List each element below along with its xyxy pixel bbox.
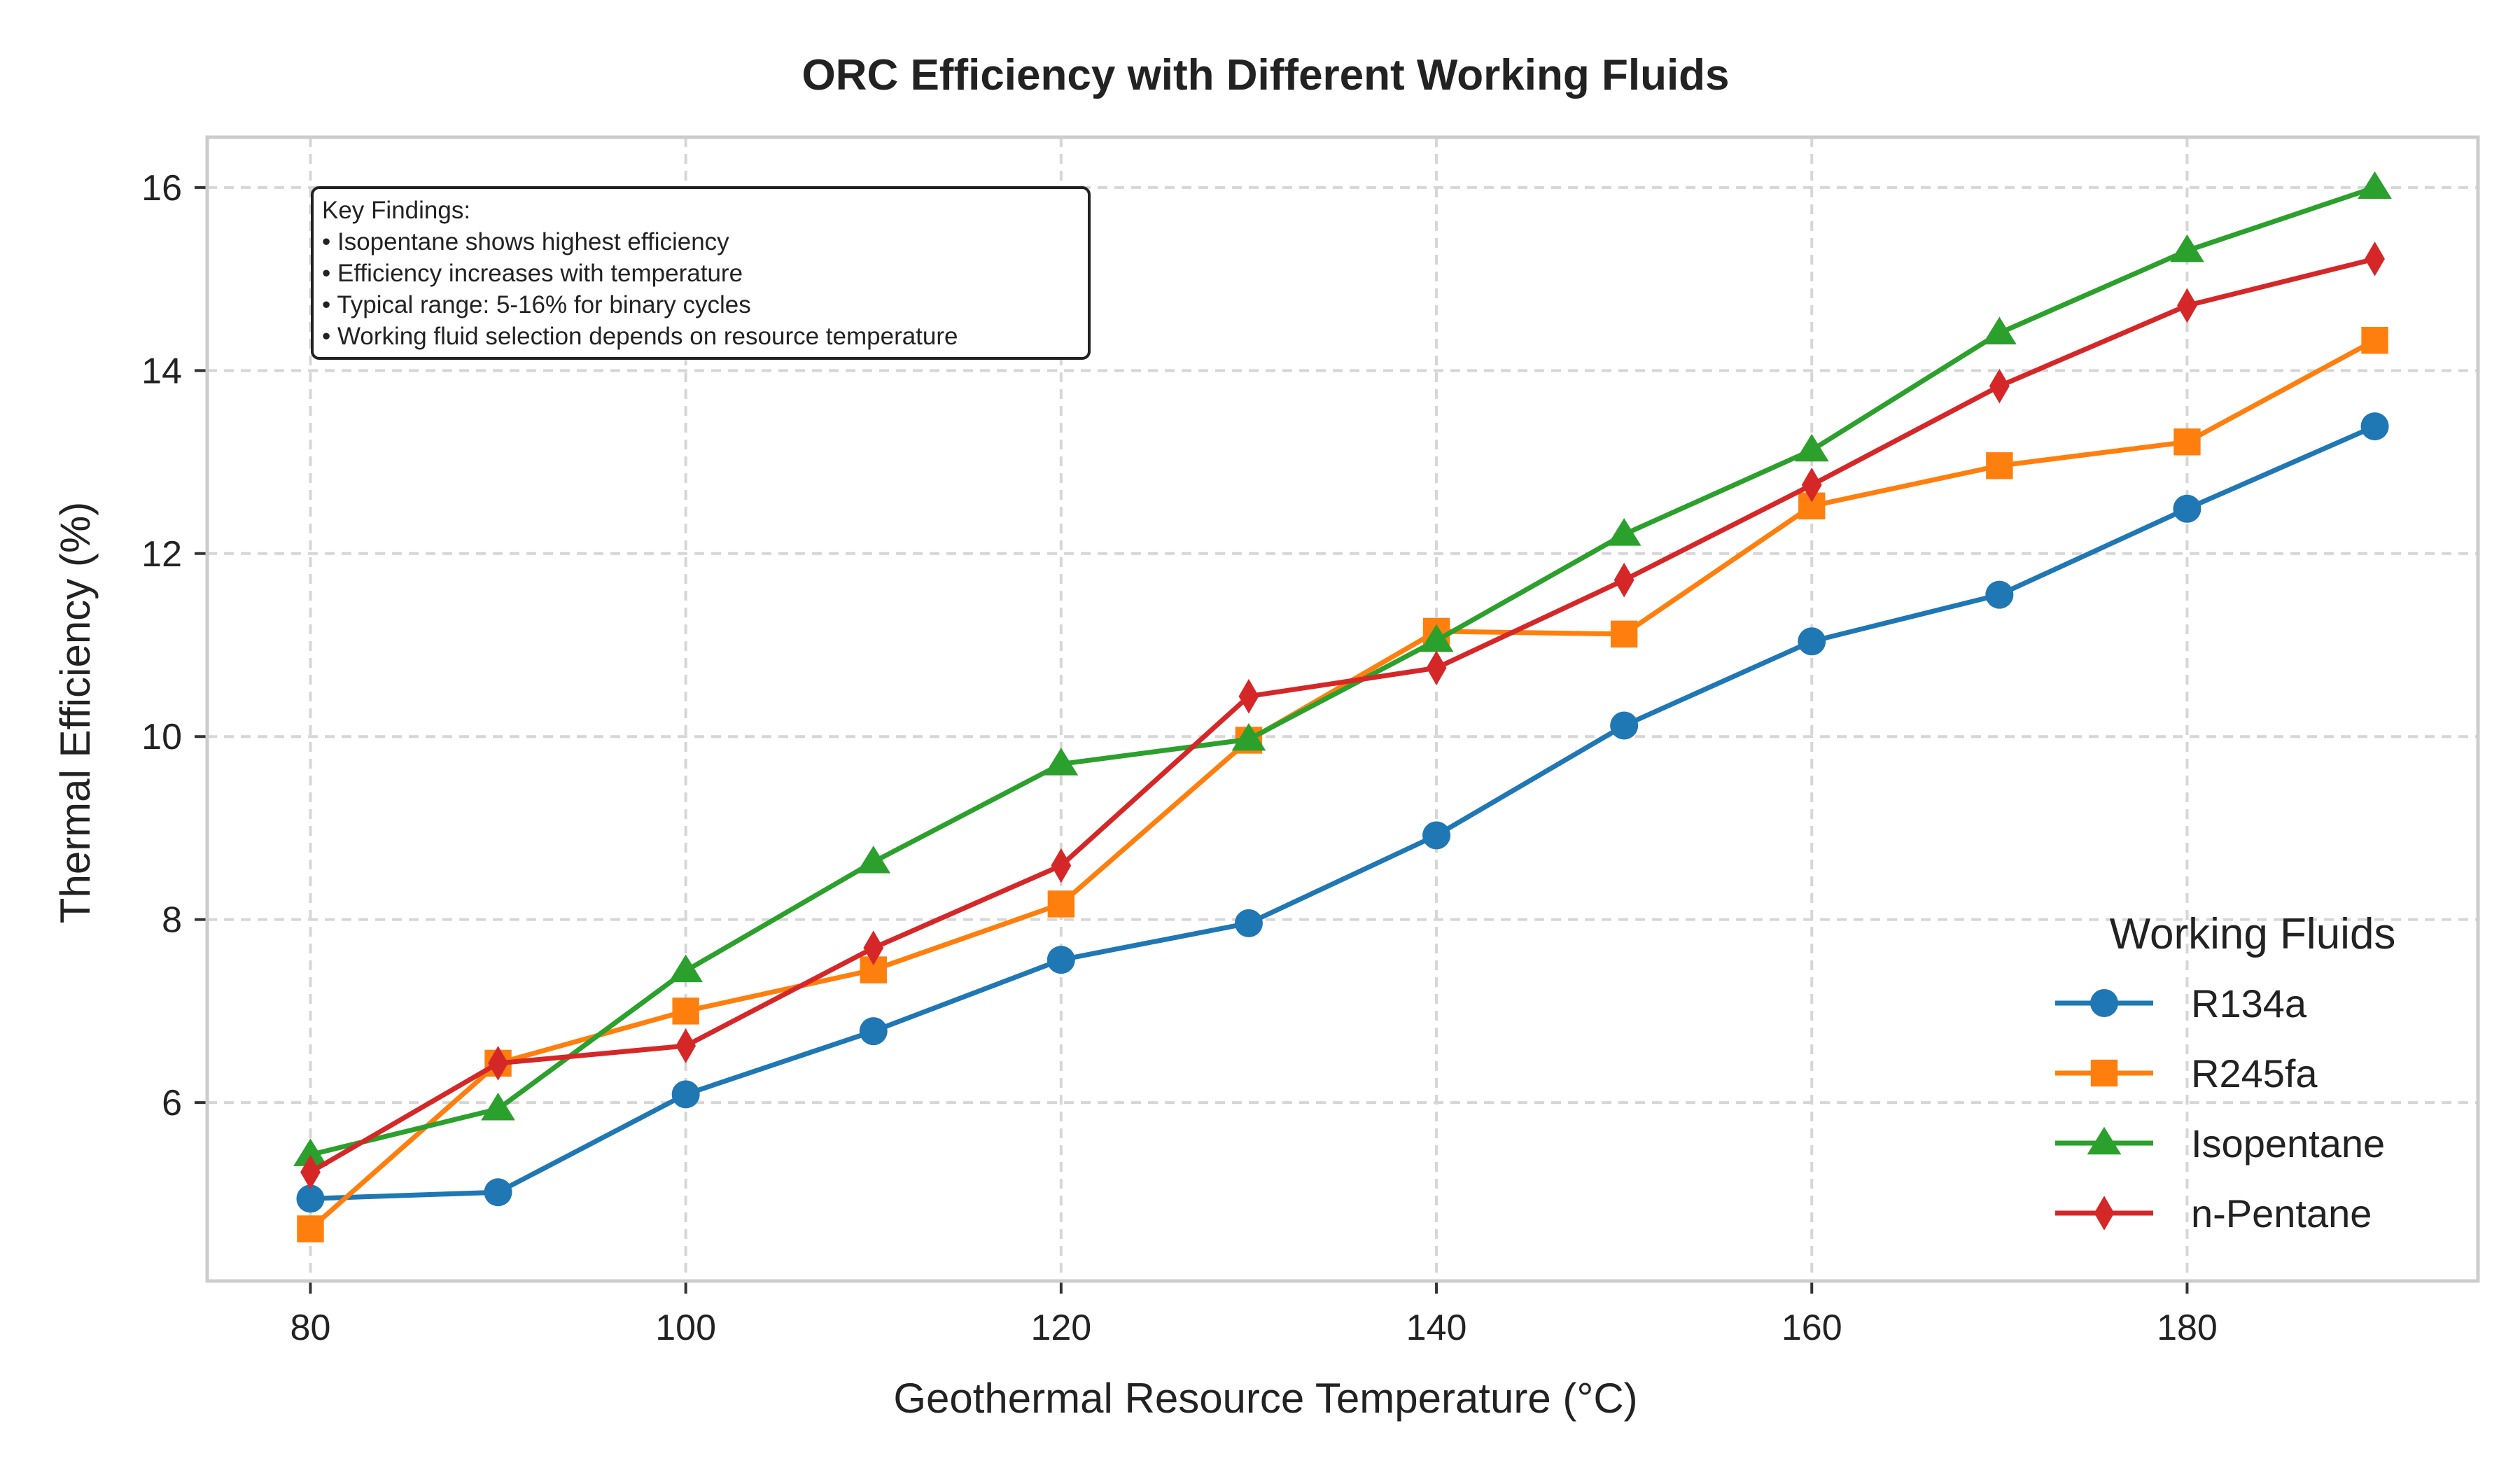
annotation-box — [311, 186, 1091, 360]
annotation-line: Key Findings: — [322, 197, 470, 224]
data-point — [1426, 650, 1447, 685]
data-point — [856, 846, 891, 874]
data-point — [296, 1184, 325, 1213]
data-point — [488, 1046, 508, 1081]
x-tick-label: 140 — [1406, 1308, 1467, 1348]
data-point — [1794, 433, 1829, 462]
x-tick-label: 80 — [290, 1308, 331, 1348]
data-point — [1606, 518, 1642, 546]
y-tick-label: 10 — [141, 717, 182, 757]
plot-frame — [205, 135, 2480, 1283]
annotation-line: • Efficiency increases with temperature — [322, 260, 743, 287]
data-point — [1419, 624, 1454, 652]
data-point — [2365, 241, 2385, 276]
data-point — [2361, 326, 2388, 354]
data-point — [293, 1138, 328, 1166]
data-point — [2174, 428, 2201, 456]
y-tick-label: 16 — [141, 168, 182, 209]
data-point — [1610, 711, 1639, 740]
data-point — [2173, 494, 2202, 523]
series-line — [309, 338, 2376, 1231]
data-point — [863, 930, 884, 965]
data-point — [300, 1154, 321, 1190]
x-tick-label: 100 — [655, 1308, 716, 1348]
data-point — [481, 1093, 515, 1121]
legend-item: n-Pentane — [2055, 1191, 2372, 1236]
legend-swatch-marker — [2090, 1059, 2118, 1087]
data-point — [1047, 890, 1075, 918]
series-line — [310, 424, 2376, 1201]
data-point — [676, 1028, 696, 1063]
data-point — [1044, 748, 1079, 776]
legend-swatch-marker — [2087, 1126, 2122, 1155]
y-axis-label: Thermal Efficiency (%) — [52, 502, 99, 923]
data-point — [1422, 821, 1451, 850]
legend-label: R245fa — [2191, 1051, 2318, 1096]
chart-title: ORC Efficiency with Different Working Fl… — [802, 51, 1729, 99]
series-isopentane — [293, 171, 2392, 1166]
x-tick-label: 160 — [1782, 1308, 1842, 1348]
key-findings-annotation: Key Findings: • Isopentane shows highest … — [311, 186, 1091, 360]
data-point — [2360, 412, 2389, 441]
y-tick-label: 8 — [162, 900, 182, 941]
data-point — [1614, 562, 1634, 598]
data-point — [2358, 171, 2392, 200]
annotation-line: • Isopentane shows highest efficiency — [322, 228, 729, 255]
data-point — [1610, 620, 1638, 648]
data-point — [2177, 288, 2197, 323]
data-point — [1231, 722, 1266, 751]
data-point — [668, 954, 704, 983]
data-point — [297, 1215, 324, 1242]
legend-title: Working Fluids — [2110, 910, 2396, 958]
data-point — [1051, 848, 1072, 883]
data-point — [1238, 678, 1259, 714]
x-axis-label: Geothermal Resource Temperature (°C) — [893, 1375, 1637, 1422]
legend-item: R134a — [2055, 981, 2307, 1026]
data-point — [1234, 909, 1263, 937]
series-line — [309, 185, 2376, 1158]
legend-label: R134a — [2191, 981, 2307, 1026]
data-point — [672, 997, 699, 1025]
data-point — [484, 1178, 512, 1207]
data-point — [1982, 316, 2017, 344]
data-point — [1801, 467, 1822, 503]
data-point — [1989, 368, 2010, 404]
x-tick-label: 180 — [2157, 1308, 2218, 1348]
data-point — [1046, 946, 1075, 974]
data-point — [1986, 452, 2013, 479]
annotation-line: • Typical range: 5-16% for binary cycles — [322, 291, 751, 318]
y-tick-label: 14 — [141, 351, 182, 391]
y-tick-label: 12 — [141, 534, 182, 575]
series-layer — [293, 171, 2392, 1242]
legend-swatch-marker — [2090, 989, 2118, 1017]
legend-swatch-marker — [2094, 1196, 2115, 1231]
series-n-pentane — [300, 241, 2385, 1190]
legend-item: R245fa — [2055, 1051, 2318, 1096]
series-r134a — [296, 412, 2389, 1213]
data-point — [1985, 580, 2014, 609]
data-point — [859, 1017, 888, 1046]
legend-item: Isopentane — [2055, 1121, 2385, 1166]
series-line — [309, 256, 2376, 1175]
legend-label: n-Pentane — [2191, 1191, 2372, 1236]
data-point — [671, 1080, 700, 1109]
axes: 80 100 120 140 160 180 6 8 10 12 14 16 — [141, 135, 2480, 1348]
data-point — [1798, 627, 1826, 656]
annotation-line: • Working fluid selection depends on res… — [322, 323, 958, 350]
legend: Working Fluids R134a R245fa Isopentane n-Pen… — [2055, 910, 2395, 1236]
y-tick-label: 6 — [162, 1083, 182, 1124]
x-tick-label: 120 — [1030, 1308, 1091, 1348]
data-point — [2170, 234, 2204, 262]
legend-label: Isopentane — [2191, 1121, 2385, 1166]
